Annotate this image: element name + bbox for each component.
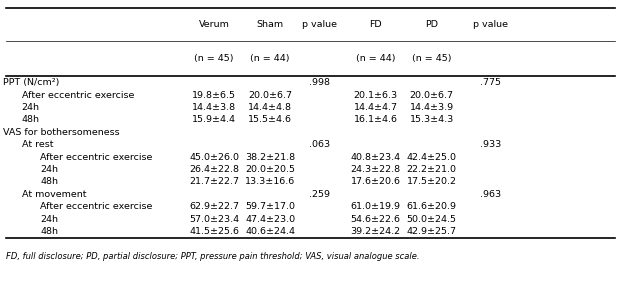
Text: 45.0±26.0: 45.0±26.0: [189, 153, 239, 162]
Text: 14.4±4.7: 14.4±4.7: [354, 103, 397, 112]
Text: 16.1±4.6: 16.1±4.6: [354, 115, 397, 124]
Text: .775: .775: [480, 78, 501, 87]
Text: 15.3±4.3: 15.3±4.3: [409, 115, 454, 124]
Text: 24.3±22.8: 24.3±22.8: [351, 165, 401, 174]
Text: 40.6±24.4: 40.6±24.4: [245, 227, 295, 236]
Text: 61.0±19.9: 61.0±19.9: [351, 202, 401, 211]
Text: After eccentric exercise: After eccentric exercise: [40, 153, 153, 162]
Text: 20.1±6.3: 20.1±6.3: [353, 91, 398, 100]
Text: 48h: 48h: [22, 115, 40, 124]
Text: PPT (N/cm²): PPT (N/cm²): [3, 78, 60, 87]
Text: 39.2±24.2: 39.2±24.2: [351, 227, 401, 236]
Text: 19.8±6.5: 19.8±6.5: [193, 91, 236, 100]
Text: (n = 44): (n = 44): [250, 54, 290, 63]
Text: 14.4±3.8: 14.4±3.8: [192, 103, 237, 112]
Text: 48h: 48h: [40, 227, 58, 236]
Text: 50.0±24.5: 50.0±24.5: [407, 215, 456, 224]
Text: At rest: At rest: [22, 140, 53, 149]
Text: .063: .063: [309, 140, 330, 149]
Text: 48h: 48h: [40, 177, 58, 186]
Text: 24h: 24h: [22, 103, 40, 112]
Text: 42.9±25.7: 42.9±25.7: [407, 227, 456, 236]
Text: 54.6±22.6: 54.6±22.6: [351, 215, 401, 224]
Text: 24h: 24h: [40, 165, 58, 174]
Text: (n = 45): (n = 45): [194, 54, 234, 63]
Text: 40.8±23.4: 40.8±23.4: [351, 153, 401, 162]
Text: 62.9±22.7: 62.9±22.7: [189, 202, 239, 211]
Text: 24h: 24h: [40, 215, 58, 224]
Text: .963: .963: [480, 190, 501, 199]
Text: 13.3±16.6: 13.3±16.6: [245, 177, 295, 186]
Text: (n = 44): (n = 44): [356, 54, 396, 63]
Text: .259: .259: [309, 190, 330, 199]
Text: 17.6±20.6: 17.6±20.6: [351, 177, 401, 186]
Text: 21.7±22.7: 21.7±22.7: [189, 177, 239, 186]
Text: 61.6±20.9: 61.6±20.9: [407, 202, 456, 211]
Text: 57.0±23.4: 57.0±23.4: [189, 215, 239, 224]
Text: 15.5±4.6: 15.5±4.6: [248, 115, 292, 124]
Text: 41.5±25.6: 41.5±25.6: [189, 227, 239, 236]
Text: .933: .933: [480, 140, 501, 149]
Text: At movement: At movement: [22, 190, 86, 199]
Text: .998: .998: [309, 78, 330, 87]
Text: FD: FD: [369, 20, 382, 29]
Text: Sham: Sham: [256, 20, 284, 29]
Text: p value: p value: [473, 20, 508, 29]
Text: 20.0±6.7: 20.0±6.7: [248, 91, 292, 100]
Text: 38.2±21.8: 38.2±21.8: [245, 153, 295, 162]
Text: After eccentric exercise: After eccentric exercise: [40, 202, 153, 211]
Text: p value: p value: [302, 20, 337, 29]
Text: 20.0±6.7: 20.0±6.7: [410, 91, 453, 100]
Text: FD, full disclosure; PD, partial disclosure; PPT, pressure pain threshold; VAS, : FD, full disclosure; PD, partial disclos…: [6, 252, 420, 261]
Text: VAS for bothersomeness: VAS for bothersomeness: [3, 128, 120, 137]
Text: Verum: Verum: [199, 20, 230, 29]
Text: After eccentric exercise: After eccentric exercise: [22, 91, 134, 100]
Text: 20.0±20.5: 20.0±20.5: [245, 165, 295, 174]
Text: 15.9±4.4: 15.9±4.4: [193, 115, 236, 124]
Text: 17.5±20.2: 17.5±20.2: [407, 177, 456, 186]
Text: 47.4±23.0: 47.4±23.0: [245, 215, 295, 224]
Text: (n = 45): (n = 45): [412, 54, 451, 63]
Text: 14.4±4.8: 14.4±4.8: [248, 103, 292, 112]
Text: 59.7±17.0: 59.7±17.0: [245, 202, 295, 211]
Text: 26.4±22.8: 26.4±22.8: [189, 165, 239, 174]
Text: 42.4±25.0: 42.4±25.0: [407, 153, 456, 162]
Text: PD: PD: [425, 20, 438, 29]
Text: 22.2±21.0: 22.2±21.0: [407, 165, 456, 174]
Text: 14.4±3.9: 14.4±3.9: [409, 103, 454, 112]
